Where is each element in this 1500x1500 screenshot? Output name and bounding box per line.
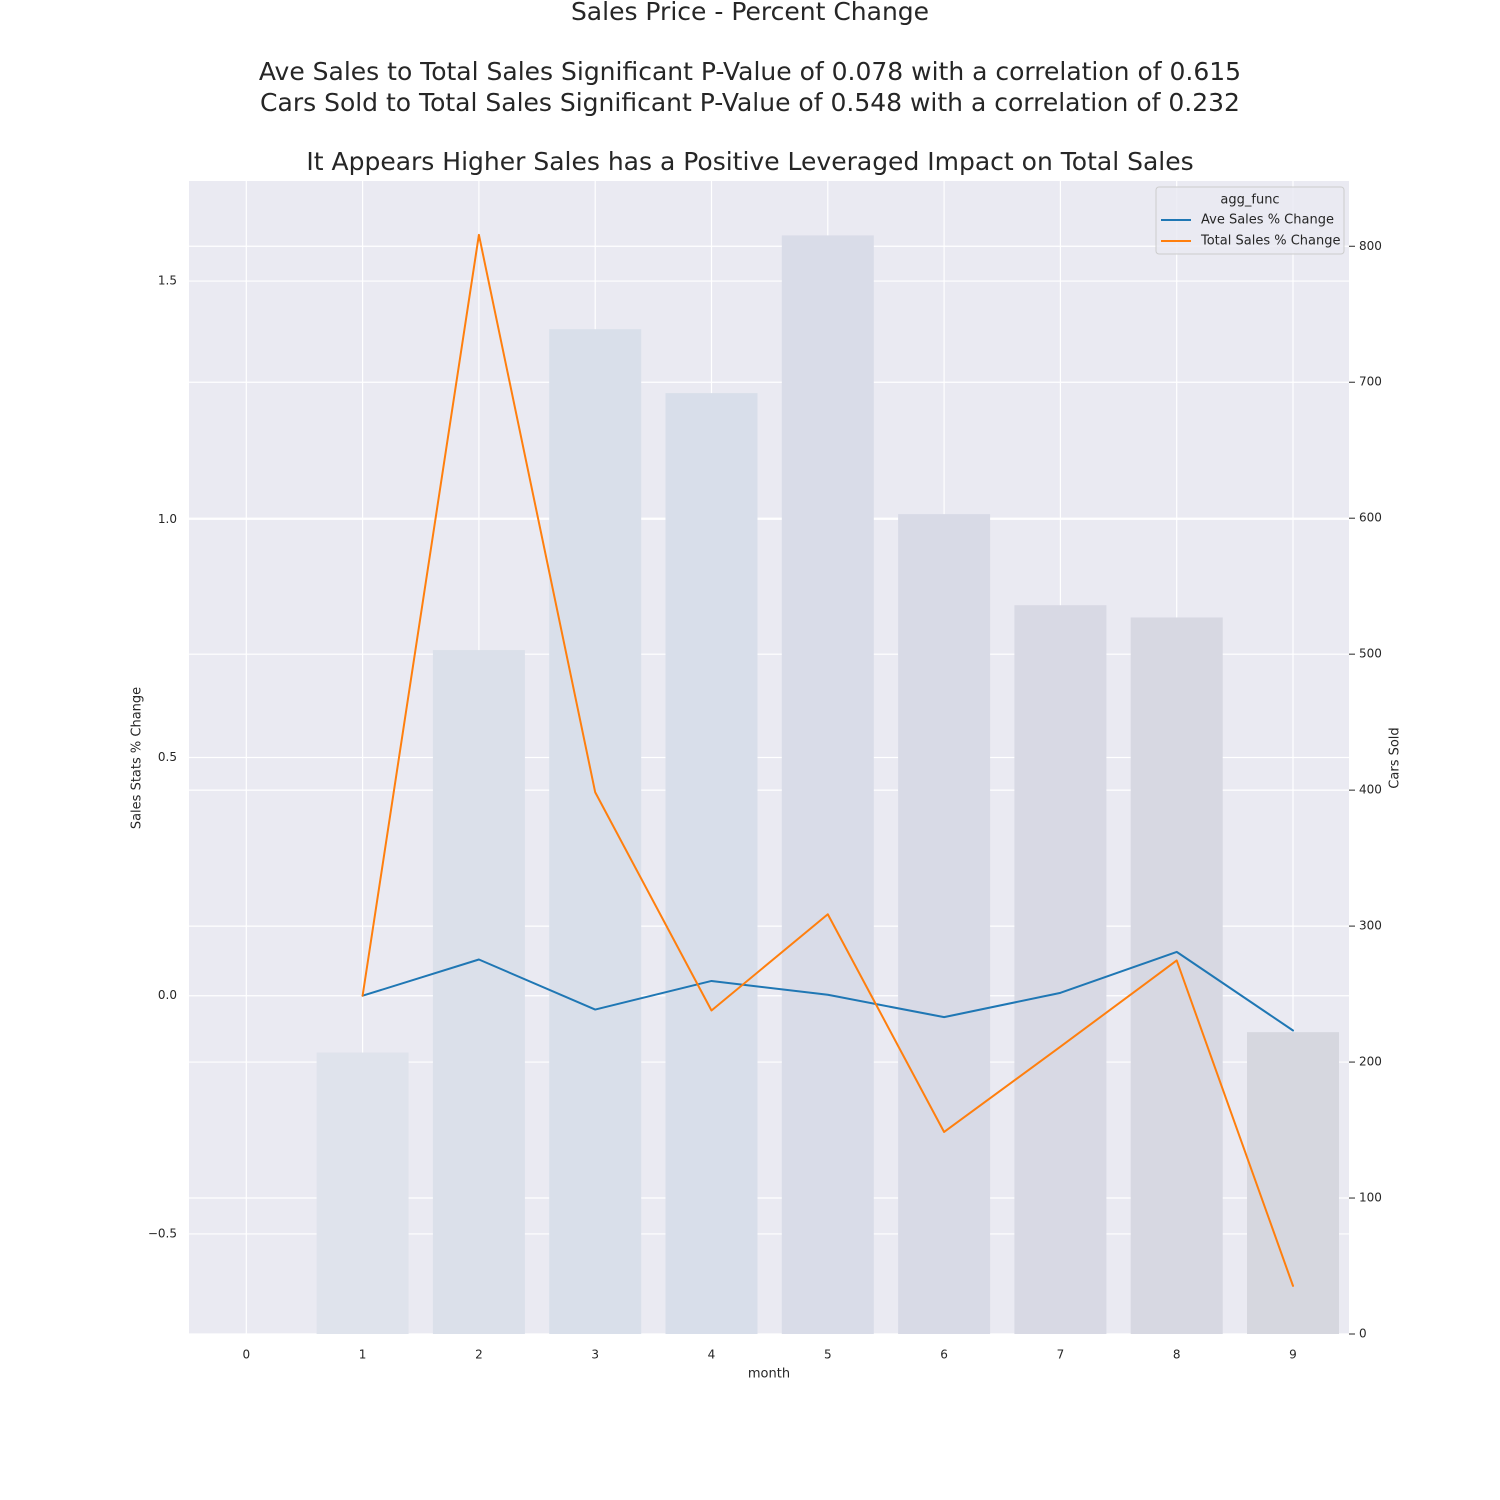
chart-subtitle-line-2: Cars Sold to Total Sales Significant P-V…: [260, 88, 1240, 117]
y-left-tick-label: 0.0: [158, 988, 177, 1002]
bar-cars-sold: [898, 514, 991, 1334]
y-right-tick-label: 500: [1359, 647, 1382, 661]
x-tick-label: 7: [1057, 1348, 1065, 1362]
legend-title: agg_func: [1220, 193, 1279, 208]
chart-title: Sales Price - Percent Change: [570, 0, 930, 26]
y-left-tick-label: −0.5: [148, 1226, 177, 1240]
bar-cars-sold: [1130, 617, 1223, 1334]
legend-entry: Total Sales % Change: [1200, 234, 1340, 249]
series-line-ave-sales: [361, 950, 1294, 1032]
bar-cars-sold: [549, 329, 642, 1335]
y-left-tick-label: 1.5: [158, 274, 177, 288]
x-tick-label: 4: [708, 1348, 716, 1362]
bar-cars-sold: [1247, 1032, 1339, 1334]
y-right-tick-label: 400: [1359, 783, 1382, 797]
y-left-tick-label: 1.0: [158, 512, 177, 526]
y-right-tick-label: 0: [1359, 1327, 1367, 1341]
bar-cars-sold: [1014, 605, 1107, 1334]
bar-cars-sold: [781, 235, 874, 1334]
y-right-tick-label: 200: [1359, 1055, 1382, 1069]
y-left-tick-label: 0.5: [158, 750, 177, 764]
bar-cars-sold: [665, 393, 758, 1334]
chart-subtitle-line-1: Ave Sales to Total Sales Significant P-V…: [258, 57, 1242, 86]
x-tick-label: 3: [591, 1348, 599, 1362]
x-tick-label: 1: [359, 1348, 367, 1362]
x-tick-label: 2: [475, 1348, 483, 1362]
bar-cars-sold: [432, 650, 525, 1334]
y-axis-left-label: Sales Stats % Change: [130, 687, 145, 829]
x-tick-label: 6: [940, 1348, 948, 1362]
series-line-total-sales: [361, 233, 1294, 1287]
x-tick-label: 0: [242, 1348, 250, 1362]
y-right-tick-label: 100: [1359, 1191, 1382, 1205]
legend-entry: Ave Sales % Change: [1201, 213, 1334, 228]
x-tick-label: 9: [1289, 1348, 1297, 1362]
x-tick-label: 8: [1173, 1348, 1181, 1362]
y-right-tick-label: 800: [1359, 239, 1382, 253]
y-axis-right-label: Cars Sold: [1388, 727, 1403, 788]
y-right-tick-label: 700: [1359, 375, 1382, 389]
chart-subtitle-line-3: It Appears Higher Sales has a Positive L…: [306, 147, 1194, 176]
x-axis-label: month: [748, 1367, 790, 1382]
legend: agg_func Ave Sales % Change Total Sales % …: [1155, 186, 1345, 255]
bar-cars-sold: [316, 1052, 409, 1334]
x-tick-label: 5: [824, 1348, 832, 1362]
legend-box: [1155, 186, 1345, 255]
y-right-tick-label: 600: [1359, 511, 1382, 525]
y-right-tick-label: 300: [1359, 919, 1382, 933]
